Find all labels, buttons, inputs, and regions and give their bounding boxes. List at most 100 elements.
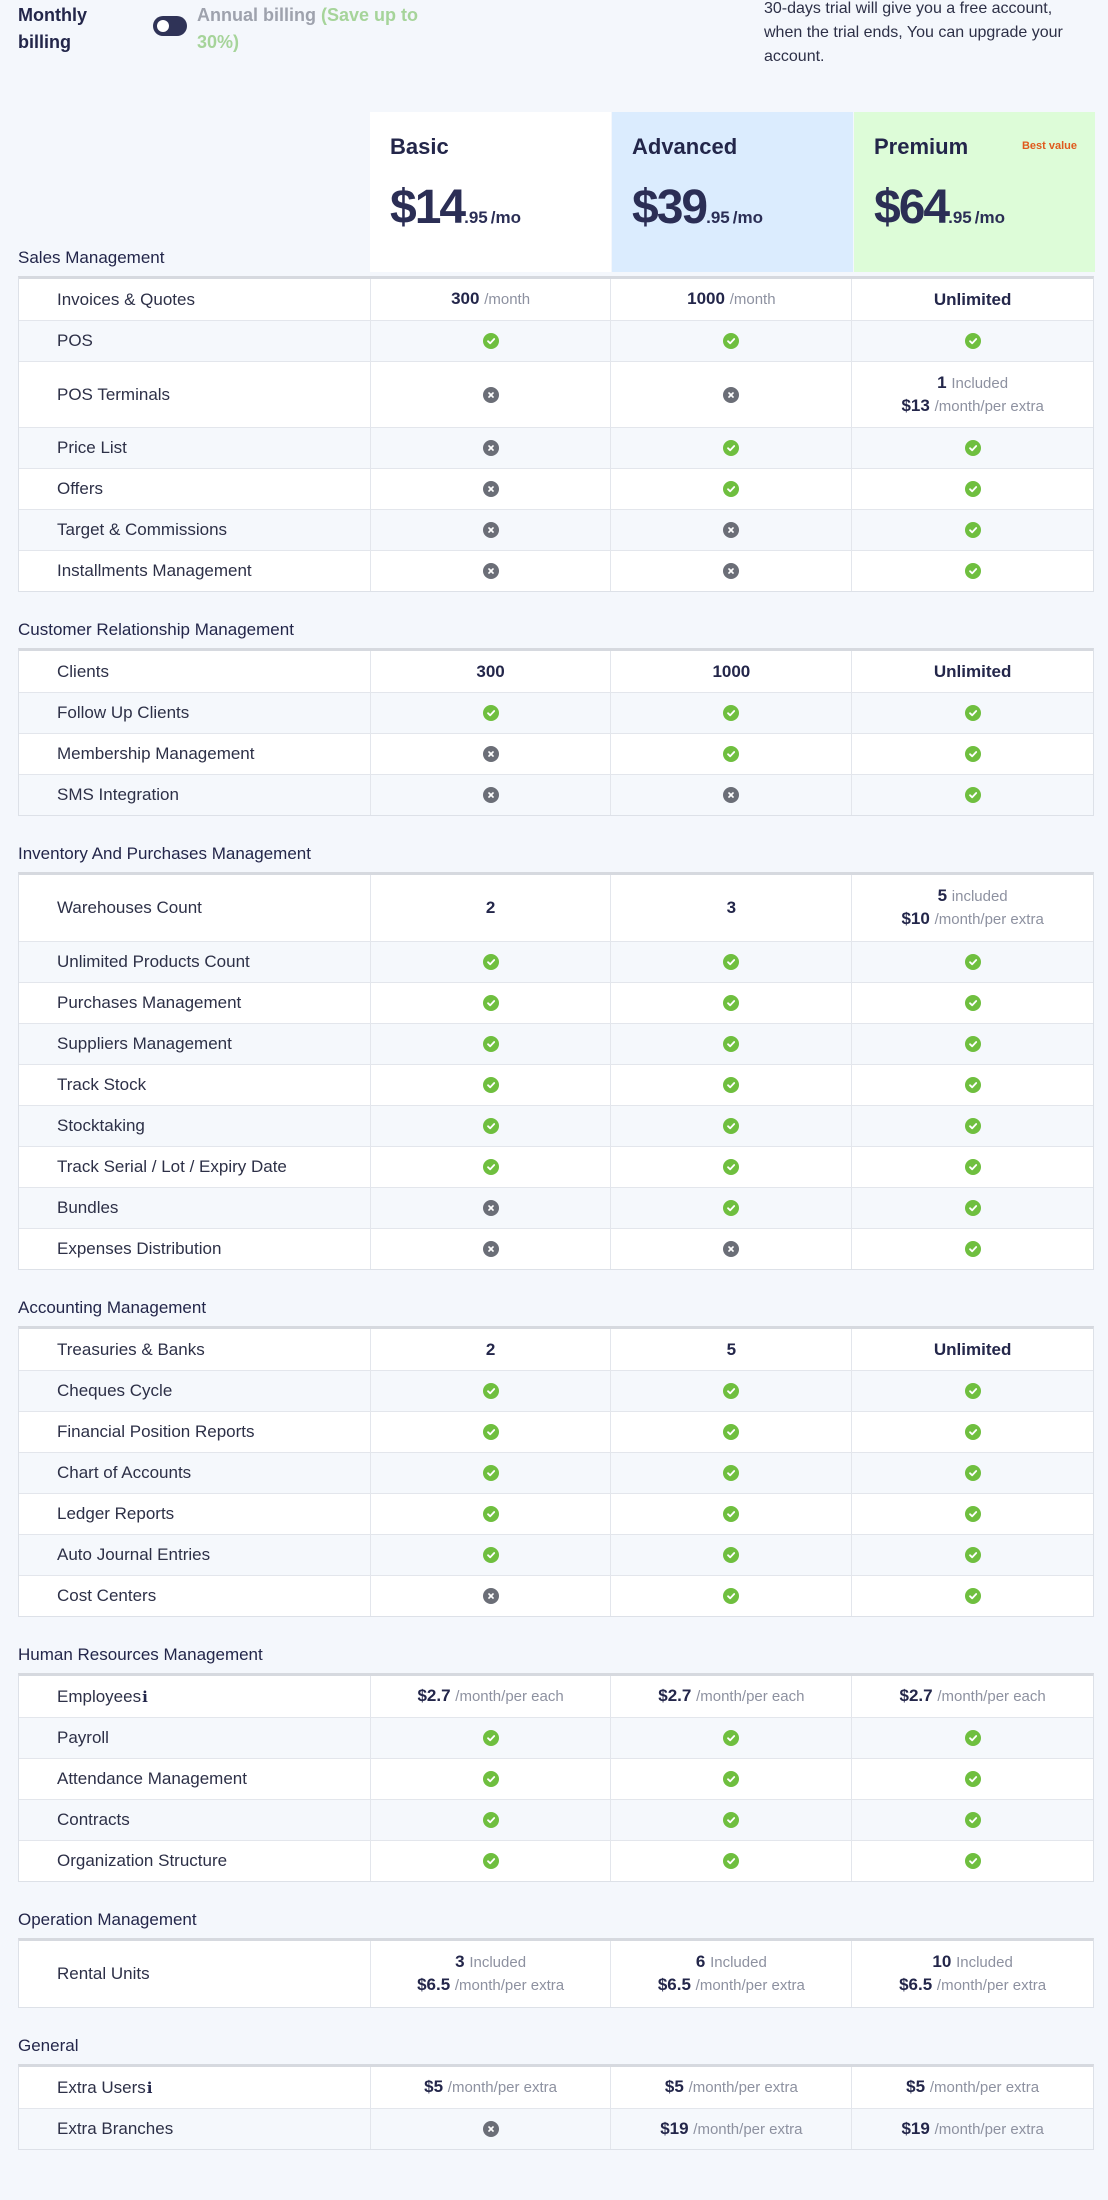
table-row: Membership Management <box>19 733 1093 774</box>
table-row: Extra Branches $19 /month/per extra $19 /m… <box>19 2108 1093 2149</box>
value-cell <box>371 1412 612 1452</box>
table-row: Track Serial / Lot / Expiry Date <box>19 1146 1093 1187</box>
toggle-knob <box>157 20 169 32</box>
table-row: Employees i $2.7 /month/per each $2.7 /mont… <box>19 1676 1093 1717</box>
value-cell <box>611 775 853 815</box>
check-icon <box>723 1077 740 1093</box>
check-icon <box>723 1159 740 1175</box>
check-icon <box>723 1200 740 1216</box>
check-icon <box>482 1812 499 1828</box>
value-amount: $2.7 <box>899 1686 933 1705</box>
annual-save-badge: (Save up to 30%) <box>197 5 419 52</box>
feature-cell: Cheques Cycle <box>19 1371 371 1411</box>
value-cell <box>611 1106 853 1146</box>
plan-name: Basic <box>390 134 449 159</box>
feature-sections: Sales Management Invoices & Quotes 300 /mo… <box>18 240 1094 2150</box>
value-cell <box>371 510 612 550</box>
feature-label: Ledger Reports <box>57 1504 175 1523</box>
value-cell <box>371 1800 612 1840</box>
table-row: Rental Units 3 Included $6.5 /month/per ex… <box>19 1941 1093 2007</box>
section: Inventory And Purchases Management Wareho… <box>18 836 1094 1270</box>
value-unit: /month/per extra <box>934 2120 1044 2138</box>
feature-cell: Track Stock <box>19 1065 371 1105</box>
feature-table: Employees i $2.7 /month/per each $2.7 /mont… <box>18 1673 1094 1882</box>
table-row: Target & Commissions <box>19 509 1093 550</box>
value-unit: /month <box>729 291 776 308</box>
annual-billing-label[interactable]: Annual billing (Save up to 30%) <box>197 2 447 56</box>
cross-icon <box>723 787 740 803</box>
feature-label: Bundles <box>57 1198 119 1217</box>
feature-cell: Purchases Management <box>19 983 371 1023</box>
feature-label: Clients <box>57 661 109 681</box>
value-cell <box>371 1024 612 1064</box>
value-unit: /month/per extra <box>929 2079 1040 2096</box>
feature-cell: Bundles <box>19 1188 371 1228</box>
feature-label: Rental Units <box>57 1964 150 1983</box>
value-cell: 10 Included $6.5 /month/per extra <box>852 1941 1093 2007</box>
value-cell <box>611 1576 853 1616</box>
value-cell <box>611 428 853 468</box>
value-amount: $2.7 <box>658 1686 692 1705</box>
value-cell <box>371 1229 612 1269</box>
value-line: $6.5 /month/per extra <box>658 1974 805 1997</box>
value-unit: Included <box>956 1954 1013 1971</box>
value-amount: $5 <box>906 2077 926 2096</box>
value-cell: $2.7 /month/per each <box>852 1676 1093 1717</box>
value-unit: /month/per extra <box>688 2079 798 2096</box>
feature-label: SMS Integration <box>57 785 179 804</box>
value-amount: Unlimited <box>933 1339 1012 1359</box>
billing-bar: Monthly billing Annual billing (Save up … <box>18 0 1090 100</box>
check-icon <box>723 1812 740 1828</box>
check-icon <box>964 787 981 803</box>
check-icon <box>482 1159 499 1175</box>
info-icon[interactable]: i <box>146 2078 153 2097</box>
check-icon <box>964 1547 981 1563</box>
value-cell <box>852 510 1093 550</box>
value-cell <box>611 1759 853 1799</box>
feature-label: Warehouses Count <box>57 898 202 917</box>
check-icon <box>482 1383 499 1399</box>
plan-card-advanced[interactable]: Advanced $39.95/mo <box>612 112 853 272</box>
check-icon <box>964 1159 981 1175</box>
value-cell <box>371 1453 612 1493</box>
info-icon[interactable]: i <box>142 1687 148 1706</box>
monthly-billing-label[interactable]: Monthly billing <box>18 5 87 52</box>
table-row: Treasuries & Banks 2 5 Unlimited <box>19 1329 1093 1370</box>
feature-label: Chart of Accounts <box>57 1463 192 1482</box>
table-row: Expenses Distribution <box>19 1228 1093 1269</box>
check-icon <box>482 1036 499 1052</box>
value-line: $19 /month/per extra <box>901 2118 1043 2141</box>
value-unit: /month/per extra <box>454 1977 565 1994</box>
value-unit: /month/per each <box>937 1688 1046 1705</box>
value-line: $10 /month/per extra <box>901 908 1043 931</box>
value-amount: 300 <box>451 289 480 308</box>
feature-cell: Extra Branches <box>19 2109 371 2149</box>
value-cell: 6 Included $6.5 /month/per extra <box>611 1941 853 2007</box>
value-amount: Unlimited <box>933 289 1012 309</box>
table-row: Bundles <box>19 1187 1093 1228</box>
plan-card-premium[interactable]: Best value Premium $64.95/mo <box>854 112 1095 272</box>
value-cell: 1000 <box>611 651 853 692</box>
value-cell <box>852 1188 1093 1228</box>
cross-icon <box>482 386 499 403</box>
feature-cell: Organization Structure <box>19 1841 371 1881</box>
check-icon <box>723 746 740 762</box>
table-row: Invoices & Quotes 300 /month 1000 /month Un… <box>19 279 1093 320</box>
cross-icon <box>723 563 740 579</box>
value-line: $19 /month/per extra <box>660 2118 802 2141</box>
check-icon <box>723 954 740 970</box>
value-line: 300 <box>476 661 504 683</box>
feature-cell: Rental Units <box>19 1941 371 2007</box>
plan-card-basic[interactable]: Basic $14.95/mo <box>370 112 611 272</box>
cross-icon <box>723 386 740 403</box>
check-icon <box>964 1588 981 1604</box>
check-icon <box>482 1077 499 1093</box>
feature-label: Attendance Management <box>57 1769 247 1788</box>
feature-label: Extra Branches <box>57 2119 174 2138</box>
feature-label: Membership Management <box>57 744 255 763</box>
value-cell <box>852 1229 1093 1269</box>
billing-toggle[interactable] <box>153 16 187 36</box>
value-cell <box>852 469 1093 509</box>
section-title: Human Resources Management <box>18 1645 263 1664</box>
check-icon <box>723 1771 740 1787</box>
